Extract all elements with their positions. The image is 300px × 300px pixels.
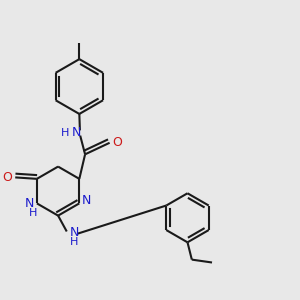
Text: H: H — [61, 128, 70, 138]
Text: O: O — [112, 136, 122, 149]
Text: H: H — [70, 237, 78, 247]
Text: N: N — [82, 194, 91, 207]
Text: H: H — [29, 208, 38, 218]
Text: O: O — [2, 171, 12, 184]
Text: N: N — [72, 126, 81, 139]
Text: N: N — [25, 197, 34, 210]
Text: N: N — [69, 226, 79, 239]
